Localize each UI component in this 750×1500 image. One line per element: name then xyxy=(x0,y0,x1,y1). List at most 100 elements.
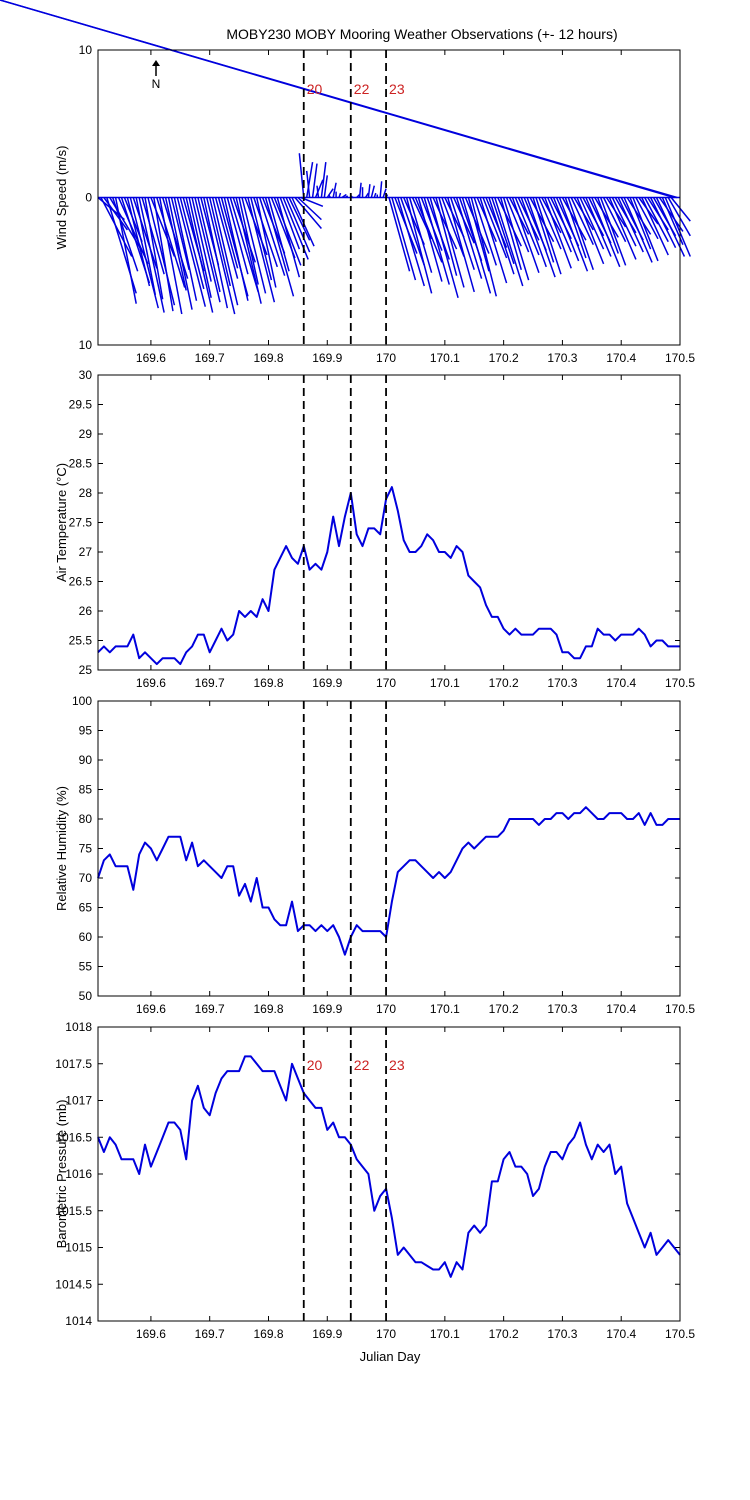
x-tick-label: 169.6 xyxy=(136,1327,166,1341)
wind-vector xyxy=(264,197,295,297)
y-tick-label: 1017.5 xyxy=(55,1057,92,1071)
y-tick-label: 1016.5 xyxy=(55,1130,92,1144)
wind-vector xyxy=(114,197,137,304)
pressure-series-line xyxy=(97,1055,681,1278)
wind-vector xyxy=(138,197,165,313)
y-tick-label: 55 xyxy=(79,960,93,974)
x-tick-label: 169.8 xyxy=(253,351,283,365)
x-tick-label: 170.4 xyxy=(606,1327,636,1341)
wind-vector xyxy=(176,197,207,307)
wind-vector xyxy=(585,197,612,257)
x-tick-label: 170.2 xyxy=(489,676,519,690)
wind-vector xyxy=(470,197,498,297)
wind-vector xyxy=(611,197,637,247)
panel-frame xyxy=(97,700,681,997)
wind-vector xyxy=(338,192,342,198)
event-marker-label: 23 xyxy=(389,1057,405,1073)
wind-vector xyxy=(649,197,677,248)
wind-vector xyxy=(320,162,327,198)
y-tick-label: 1015.5 xyxy=(55,1204,92,1218)
x-tick-label: 170.3 xyxy=(547,351,577,365)
wind-vector xyxy=(641,197,669,256)
wind-vector xyxy=(629,197,652,250)
wind-vector xyxy=(185,197,214,313)
wind-vector xyxy=(438,197,465,288)
wind-vector xyxy=(408,197,433,273)
y-tick-label: 100 xyxy=(72,694,92,708)
wind-vector xyxy=(520,197,547,268)
y-tick-label: 95 xyxy=(79,724,93,738)
wind-vector xyxy=(250,197,273,281)
wind-vector xyxy=(332,182,337,198)
x-tick-label: 170.5 xyxy=(665,676,695,690)
figure-title: MOBY230 MOBY Mooring Weather Observation… xyxy=(226,26,617,42)
x-tick-label: 169.9 xyxy=(312,1002,342,1016)
wind-vector xyxy=(111,197,139,272)
y-tick-label: 1018 xyxy=(65,1020,92,1034)
wind-vector xyxy=(494,197,524,287)
wind-vector xyxy=(617,197,644,253)
x-tick-label: 170.5 xyxy=(665,1002,695,1016)
wind-vector xyxy=(191,197,212,282)
x-tick-label: 169.7 xyxy=(195,351,225,365)
panel-pressure: 169.6 169.7 169.8 169.9 170 170.1 170.2 170.3 17… xyxy=(54,1020,695,1341)
wind-vector xyxy=(532,197,555,263)
wind-vector xyxy=(179,197,205,290)
wind-vector xyxy=(635,197,659,240)
wind-vector xyxy=(623,197,653,263)
wind-vector xyxy=(388,197,411,272)
wind-vector xyxy=(644,197,669,243)
wind-vector xyxy=(305,170,311,198)
y-tick-label: 60 xyxy=(79,930,93,944)
wind-vector xyxy=(167,197,193,310)
wind-vector xyxy=(435,197,458,276)
wind-vector xyxy=(173,197,198,301)
north-arrowhead-icon xyxy=(152,60,160,66)
x-tick-label: 170.3 xyxy=(547,1327,577,1341)
wind-vector xyxy=(455,197,483,279)
y-tick-label: 90 xyxy=(79,753,93,767)
wind-vector xyxy=(170,197,190,270)
wind-vector xyxy=(203,197,229,309)
wind-vector xyxy=(211,197,239,306)
wind-vector xyxy=(247,197,276,303)
x-tick-label: 169.6 xyxy=(136,676,166,690)
wind-vector xyxy=(432,197,458,250)
wind-vector xyxy=(502,197,530,281)
wind-vector xyxy=(273,197,302,266)
y-tick-label: 28 xyxy=(79,486,93,500)
y-tick-label: 70 xyxy=(79,871,93,885)
y-tick-label: 1017 xyxy=(65,1094,92,1108)
wind-vector xyxy=(223,197,249,301)
x-tick-label: 170.2 xyxy=(489,351,519,365)
y-tick-label: 26.5 xyxy=(69,575,93,589)
wind-vector xyxy=(558,197,589,272)
wind-vector xyxy=(255,197,277,288)
wind-vector xyxy=(238,197,259,285)
wind-vector xyxy=(241,197,267,294)
wind-vector xyxy=(491,197,515,265)
y-tick-label: 1014 xyxy=(65,1314,92,1328)
wind-vector xyxy=(497,197,522,247)
wind-vector xyxy=(126,197,151,287)
wind-vector xyxy=(591,197,621,268)
wind-vector xyxy=(596,197,619,254)
wind-vector xyxy=(206,197,236,315)
wind-vector xyxy=(538,197,562,250)
wind-vector xyxy=(226,197,249,275)
wind-vector xyxy=(229,197,259,293)
y-tick-label: 10 xyxy=(79,43,93,57)
wind-vector xyxy=(311,163,318,198)
x-tick-label: 169.9 xyxy=(312,1327,342,1341)
panel-humidity: 169.6 169.7 169.8 169.9 170 170.1 170.2 170.3 17… xyxy=(54,694,695,1016)
event-marker-label: 22 xyxy=(354,81,370,97)
wind-vector xyxy=(298,153,305,198)
wind-vector xyxy=(344,195,349,199)
wind-vector xyxy=(194,197,221,303)
wind-vector xyxy=(305,161,314,198)
wind-vector xyxy=(429,197,459,299)
x-axis-label: Julian Day xyxy=(360,1349,421,1364)
y-tick-label: 30 xyxy=(79,368,93,382)
wind-vector xyxy=(544,197,572,269)
